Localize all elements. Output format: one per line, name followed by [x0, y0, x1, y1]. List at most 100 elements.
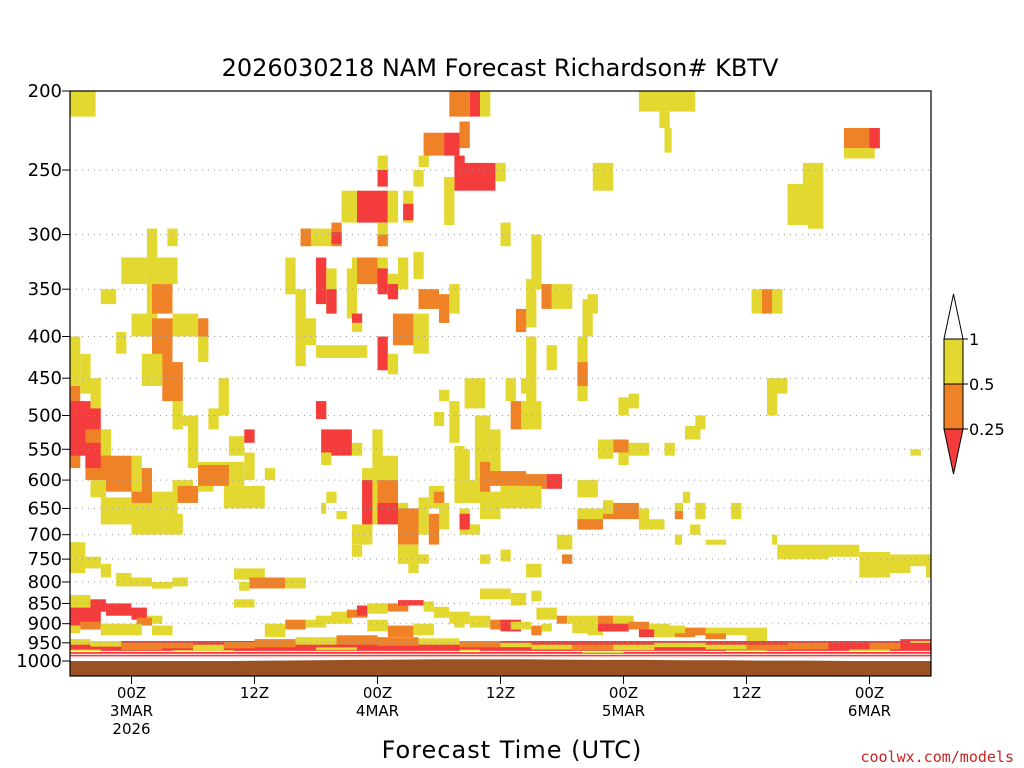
ri-cell [228, 436, 245, 456]
ri-cell [510, 401, 521, 430]
ri-cell [567, 615, 583, 624]
heatmap-cells [70, 91, 932, 658]
ri-cell [526, 278, 537, 328]
ri-cell [70, 607, 101, 626]
ri-cell [80, 353, 91, 394]
ri-cell [146, 228, 158, 269]
ri-cell [413, 623, 434, 636]
ri-cell [469, 524, 481, 535]
ri-cell [454, 619, 465, 628]
ri-cell [316, 615, 337, 624]
ri-cell [572, 644, 614, 651]
ri-cell [787, 642, 829, 650]
colorbar-bin [943, 428, 964, 475]
ri-cell [136, 617, 152, 626]
ri-cell [152, 284, 173, 314]
ri-cell [162, 513, 183, 535]
ri-cell [80, 621, 101, 630]
ri-cell [172, 401, 183, 430]
ri-cell [198, 318, 209, 337]
ri-cell [767, 378, 778, 416]
ri-cell [362, 480, 373, 525]
ri-cell [377, 502, 398, 525]
ri-cell [244, 452, 255, 481]
ri-cell [705, 539, 726, 545]
y-tick-label: 950 [28, 633, 62, 654]
ri-cell [439, 294, 450, 323]
ri-cell [444, 132, 460, 156]
x-tick-label: 2026 [112, 720, 150, 738]
y-tick-label: 750 [28, 549, 62, 570]
ri-cell [613, 615, 634, 626]
ri-cell [495, 162, 506, 182]
ri-cell [526, 474, 547, 489]
ri-cell [526, 336, 537, 386]
ri-cell [372, 429, 383, 469]
ri-cell [808, 197, 824, 229]
ri-cell [218, 378, 229, 416]
credit-link[interactable]: coolwx.com/models [860, 748, 1014, 766]
ri-cell [423, 132, 445, 156]
ri-cell [500, 485, 542, 509]
ri-cell [526, 563, 542, 578]
y-tick-label: 400 [28, 326, 62, 347]
ri-cell [316, 345, 368, 358]
ri-cell [70, 401, 91, 456]
ri-cell [490, 471, 527, 486]
y-tick-label: 900 [28, 614, 62, 635]
ri-cell [459, 649, 480, 653]
ri-cell [556, 534, 573, 550]
ri-cell [357, 257, 378, 285]
ri-cell [444, 216, 455, 225]
ri-cell [682, 491, 691, 503]
ri-cell [433, 606, 450, 618]
ri-cell [418, 289, 439, 309]
ri-cell [105, 455, 132, 492]
ri-cell [772, 289, 783, 314]
ri-cell [597, 615, 614, 626]
ri-cell [577, 336, 588, 379]
ri-cell [408, 563, 419, 573]
ri-cell [418, 638, 460, 645]
ri-cell [777, 544, 829, 560]
y-tick-label: 300 [28, 225, 62, 246]
ri-cell [367, 619, 388, 632]
ri-cell [264, 468, 276, 481]
ri-cell [418, 497, 429, 535]
ri-cell [377, 268, 388, 295]
ri-cell [659, 111, 670, 128]
ri-cell [869, 128, 880, 149]
ri-cell [869, 642, 901, 650]
ri-cell [116, 332, 127, 354]
ri-cell [336, 511, 347, 520]
ri-cell [664, 625, 685, 634]
ri-cell [377, 455, 398, 481]
y-tick-label: 450 [28, 368, 62, 389]
ri-cell [577, 480, 598, 498]
ri-cell [444, 177, 455, 217]
ri-cell [480, 91, 491, 117]
ri-cell [321, 429, 352, 456]
y-tick-label: 800 [28, 572, 62, 593]
x-tick-label: 4MAR [356, 702, 399, 720]
ri-cell [90, 599, 106, 612]
ri-cell [423, 601, 434, 612]
ri-cell [454, 446, 465, 481]
ri-cell [551, 284, 573, 309]
ri-cell [70, 639, 91, 645]
ri-cell [695, 502, 706, 520]
ri-cell [193, 644, 224, 651]
ri-cell [326, 491, 337, 503]
ri-cell [377, 155, 388, 171]
ri-cell [433, 412, 445, 426]
ri-cell [500, 549, 511, 562]
ri-cell [628, 621, 650, 630]
ri-cell [531, 234, 542, 290]
ri-cell [828, 641, 870, 649]
y-tick-label: 550 [28, 439, 62, 460]
ri-cell [90, 408, 101, 443]
ri-cell [413, 313, 429, 354]
ri-cell [890, 554, 911, 573]
ri-cell [403, 203, 414, 221]
